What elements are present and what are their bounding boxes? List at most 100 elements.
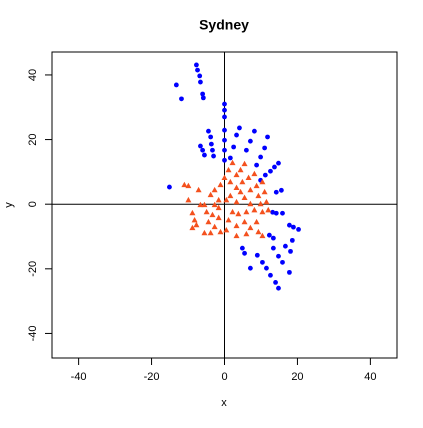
y-tick-label: 20 xyxy=(27,133,39,145)
point xyxy=(215,204,222,211)
point xyxy=(287,222,292,228)
point xyxy=(259,178,266,185)
point xyxy=(211,201,218,208)
point xyxy=(193,221,200,228)
point xyxy=(185,182,192,189)
point xyxy=(247,200,254,207)
point xyxy=(198,143,203,149)
point xyxy=(202,152,207,158)
point xyxy=(245,174,252,181)
point xyxy=(260,259,265,265)
point xyxy=(195,186,202,193)
point xyxy=(283,243,288,249)
point xyxy=(205,218,212,225)
point xyxy=(185,196,192,203)
y-tick-label: -40 xyxy=(27,325,39,341)
x-tick-label: 40 xyxy=(364,371,376,383)
point xyxy=(200,91,206,97)
point xyxy=(223,196,230,203)
point xyxy=(262,145,268,151)
point xyxy=(265,134,270,140)
point xyxy=(233,198,240,205)
point xyxy=(254,252,260,258)
point xyxy=(288,248,293,254)
point xyxy=(221,174,228,181)
point xyxy=(233,222,240,229)
point xyxy=(280,210,285,216)
point xyxy=(198,79,203,85)
point xyxy=(258,154,264,160)
point xyxy=(217,181,224,188)
point xyxy=(227,155,233,161)
point xyxy=(247,138,253,144)
point xyxy=(243,147,249,153)
point xyxy=(253,182,260,189)
point xyxy=(222,127,227,133)
point xyxy=(276,253,281,259)
point xyxy=(211,186,218,193)
point xyxy=(208,134,214,140)
point xyxy=(241,160,248,167)
point xyxy=(189,224,196,231)
point xyxy=(276,160,281,166)
point xyxy=(270,245,276,251)
point xyxy=(291,224,296,230)
point xyxy=(225,166,232,173)
point xyxy=(206,128,211,134)
point xyxy=(261,188,268,195)
point xyxy=(272,164,277,170)
x-tick-label: 20 xyxy=(291,371,303,383)
point xyxy=(173,82,179,88)
point xyxy=(210,147,215,153)
point xyxy=(234,132,239,138)
point xyxy=(203,208,210,215)
point xyxy=(266,232,272,238)
point xyxy=(189,209,196,216)
point xyxy=(194,62,199,68)
point xyxy=(209,211,216,218)
point xyxy=(239,178,246,185)
point xyxy=(259,208,266,215)
point xyxy=(233,184,240,191)
x-tick-label: -40 xyxy=(71,371,87,383)
point xyxy=(259,232,266,239)
point xyxy=(222,157,227,163)
point xyxy=(270,209,276,215)
point xyxy=(237,188,244,195)
point xyxy=(222,137,227,143)
point xyxy=(237,125,242,131)
point xyxy=(179,96,184,102)
point xyxy=(215,214,222,221)
point xyxy=(197,73,203,79)
point xyxy=(273,189,279,195)
point xyxy=(273,279,278,285)
point xyxy=(217,228,224,235)
x-tick-label: -20 xyxy=(144,371,160,383)
point xyxy=(211,223,218,230)
point xyxy=(273,210,279,216)
point xyxy=(278,187,284,193)
point xyxy=(227,192,234,199)
point xyxy=(191,216,198,223)
point xyxy=(268,272,273,278)
x-axis-label: x xyxy=(221,397,227,409)
point xyxy=(242,250,247,256)
x-tick-label: 0 xyxy=(221,371,227,383)
y-tick-label: 0 xyxy=(27,201,39,207)
point xyxy=(201,201,208,208)
point xyxy=(222,147,227,153)
point xyxy=(270,235,276,241)
point xyxy=(241,218,248,225)
point xyxy=(229,208,236,215)
point xyxy=(200,95,206,101)
point xyxy=(254,162,259,168)
point xyxy=(280,259,285,265)
point xyxy=(181,181,188,188)
point xyxy=(215,196,222,203)
point xyxy=(296,226,301,232)
point xyxy=(200,147,206,153)
point xyxy=(243,230,250,237)
point xyxy=(211,153,216,159)
point xyxy=(251,206,258,213)
